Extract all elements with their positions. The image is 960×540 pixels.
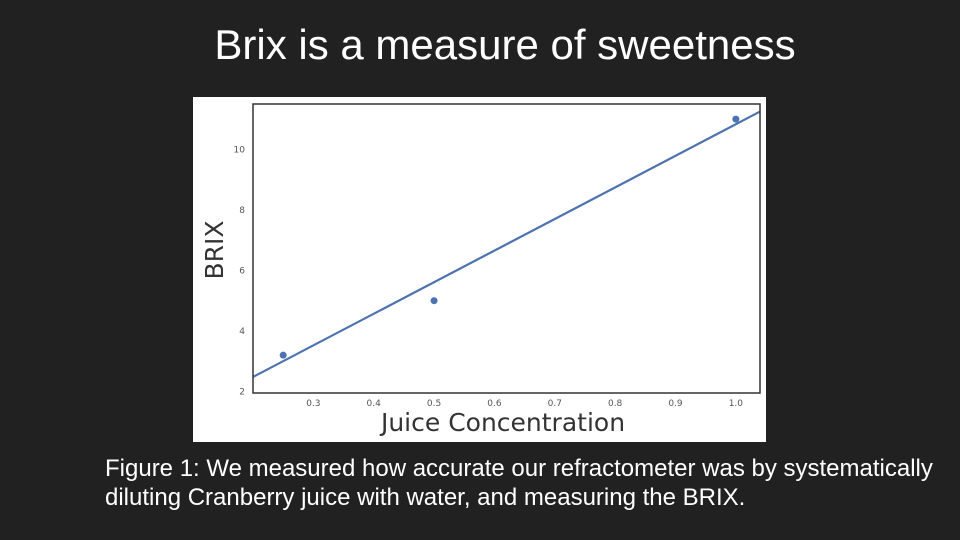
data-point-3 <box>732 115 740 123</box>
x-tick-label: 0.9 <box>668 399 683 409</box>
x-tick-label: 1.0 <box>729 399 744 409</box>
x-tick-label: 0.4 <box>367 399 382 409</box>
x-tick-label: 0.7 <box>548 399 562 409</box>
data-point-1 <box>279 351 287 359</box>
x-axis-label: Juice Concentration <box>379 408 625 437</box>
y-tick-labels: 2 4 6 8 10 <box>234 145 246 397</box>
figure-caption: Figure 1: We measured how accurate our r… <box>105 455 933 511</box>
y-tick-label: 4 <box>239 327 245 337</box>
x-tick-label: 0.8 <box>608 399 623 409</box>
y-tick-label: 10 <box>234 145 246 155</box>
x-tick-labels: 0.3 0.4 0.5 0.6 0.7 0.8 0.9 1.0 <box>306 399 743 409</box>
y-tick-label: 2 <box>239 387 245 397</box>
x-tick-label: 0.3 <box>306 399 320 409</box>
y-tick-label: 8 <box>239 206 245 216</box>
x-tick-label: 0.6 <box>487 399 502 409</box>
x-tick-label: 0.5 <box>427 399 441 409</box>
slide-title: Brix is a measure of sweetness <box>214 21 796 68</box>
fit-line <box>252 110 761 378</box>
y-tick-label: 6 <box>239 266 245 276</box>
y-axis-label: BRIX <box>200 220 229 279</box>
scatter-chart: 0.3 0.4 0.5 0.6 0.7 0.8 0.9 1.0 2 4 6 8 10 Juice Co… <box>200 103 761 437</box>
chart-panel: 0.3 0.4 0.5 0.6 0.7 0.8 0.9 1.0 2 4 6 8 10 Juice Co… <box>193 97 766 442</box>
data-point-2 <box>430 297 438 305</box>
plot-layer <box>252 110 761 378</box>
plot-frame <box>252 103 761 394</box>
